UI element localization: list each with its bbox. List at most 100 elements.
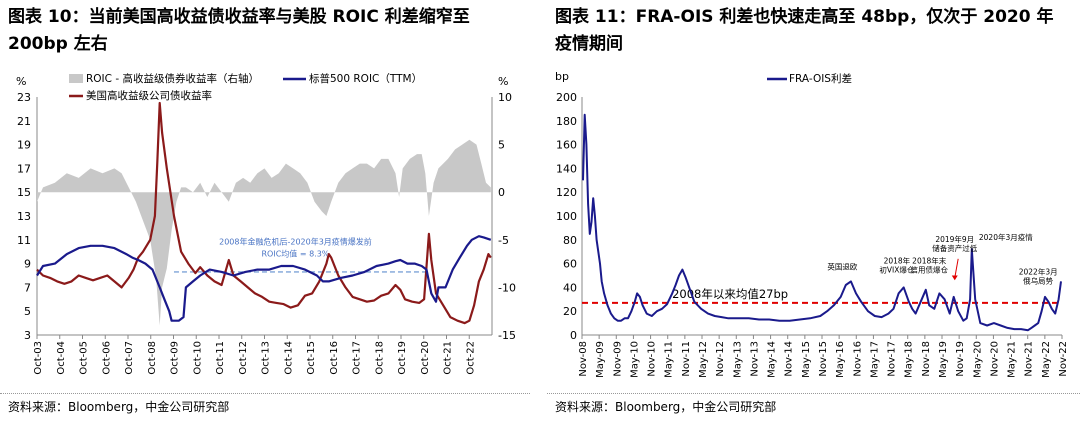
left-y-tick-label: 5 xyxy=(24,305,31,318)
right-y-tick-label: 10 xyxy=(498,91,512,104)
roic-mean-annotation-line1: 2008年金融危机后-2020年3月疫情爆发前 xyxy=(219,237,372,247)
annotation-brexit: 英国退欧 xyxy=(827,262,857,272)
x-tick-label: Oct-17 xyxy=(352,341,363,375)
x-tick-label: Nov-09 xyxy=(612,341,623,377)
x-tick-label: Oct-05 xyxy=(79,341,90,375)
x-tick-label: May-17 xyxy=(869,341,880,378)
left-y-tick-label: 17 xyxy=(17,162,31,175)
x-tick-label: Nov-15 xyxy=(818,341,829,377)
x-tick-label: May-20 xyxy=(972,341,983,378)
x-tick-label: Oct-22 xyxy=(465,341,476,375)
x-tick-label: Oct-16 xyxy=(329,341,340,375)
fra-ois-line xyxy=(582,113,1062,332)
right-y-tick-label: 5 xyxy=(498,139,505,152)
x-tick-label: Nov-13 xyxy=(749,341,760,377)
y-tick-label: 120 xyxy=(556,186,577,199)
right-y-tick-label: 0 xyxy=(498,186,505,199)
right-y-tick-label: -15 xyxy=(498,329,516,342)
x-tick-label: May-22 xyxy=(1041,341,1052,378)
x-tick-label: May-14 xyxy=(767,341,778,378)
y-tick-label: 140 xyxy=(556,162,577,175)
right-y-tick-label: -5 xyxy=(498,234,509,247)
x-tick-label: May-09 xyxy=(595,341,606,378)
x-tick-label: Oct-10 xyxy=(192,341,203,375)
left-source-divider xyxy=(0,393,530,394)
right-y-tick-label: -10 xyxy=(498,281,516,294)
annotation-reserves-arrow-line xyxy=(954,258,959,278)
x-tick-label: Oct-15 xyxy=(306,341,317,375)
annotation-credit-2018: 信用债爆仓 xyxy=(910,265,948,275)
left-chart: % % 3 5 7 9 11 13 15 17 19 21 23 -15 -10 -5 0 5 10 Oct-03 Oc… xyxy=(16,72,516,375)
annotation-credit-2018: 2018年末 xyxy=(912,256,947,266)
right-chart-panel: 图表 11：FRA-OIS 利差也快速走高至 48bp，仅次于 2020 年疫情… xyxy=(547,0,1080,422)
legend-label-fra-ois: FRA-OIS利差 xyxy=(789,72,852,85)
x-tick-label: Oct-04 xyxy=(56,341,67,375)
x-tick-label: Nov-14 xyxy=(784,341,795,377)
sp500-roic-line xyxy=(36,235,492,322)
y-tick-label: 40 xyxy=(563,281,577,294)
x-tick-label: Oct-09 xyxy=(170,341,181,375)
x-tick-label: Oct-14 xyxy=(283,341,294,375)
left-source-note: 资料来源：Bloomberg，中金公司研究部 xyxy=(8,400,230,414)
y-tick-label: 0 xyxy=(570,329,577,342)
legend-label-sp500-roic: 标普500 ROIC（TTM） xyxy=(309,72,422,85)
x-tick-label: Oct-21 xyxy=(443,341,454,375)
roic-mean-annotation-line2: ROIC均值 = 8.3% xyxy=(262,249,330,259)
x-tick-label: May-15 xyxy=(801,341,812,378)
left-y-tick-label: 19 xyxy=(17,139,31,152)
x-tick-label: May-12 xyxy=(698,341,709,378)
roic-spread-area xyxy=(37,139,491,326)
x-tick-label: May-10 xyxy=(629,341,640,378)
x-tick-label: Oct-06 xyxy=(101,341,112,375)
right-source-note: 资料来源：Bloomberg，中金公司研究部 xyxy=(555,400,777,414)
annotation-reserves-2019: 储备资产过低 xyxy=(932,243,977,253)
right-chart-title: 图表 11：FRA-OIS 利差也快速走高至 48bp，仅次于 2020 年疫情… xyxy=(555,7,1054,54)
annotation-vix-2018: 初VIX爆仓 xyxy=(879,265,914,275)
x-tick-label: Oct-13 xyxy=(261,341,272,375)
y-unit: bp xyxy=(555,70,569,83)
x-tick-label: Nov-08 xyxy=(578,341,589,377)
left-y-unit: % xyxy=(16,75,26,88)
left-chart-title: 图表 10：当前美国高收益债收益率与美股 ROIC 利差缩窄至 200bp 左右 xyxy=(8,7,470,54)
x-tick-label: Nov-21 xyxy=(1024,341,1035,377)
left-y-tick-label: 11 xyxy=(17,234,31,247)
y-tick-label: 100 xyxy=(556,210,577,223)
x-tick-label: May-16 xyxy=(835,341,846,378)
left-y-tick-label: 15 xyxy=(17,186,31,199)
hy-yield-line xyxy=(36,101,492,325)
right-chart: bp 0 20 40 60 80 100 120 140 160 180 200 Nov-08 May-0… xyxy=(555,70,1069,378)
left-y-tick-label: 7 xyxy=(24,281,31,294)
annotation-ukraine-2022: 2022年3月 xyxy=(1019,266,1058,276)
right-y-unit: % xyxy=(498,75,508,88)
y-tick-label: 160 xyxy=(556,139,577,152)
annotation-ukraine-2022: 俄乌局势 xyxy=(1023,275,1053,285)
x-tick-label: Nov-19 xyxy=(955,341,966,377)
x-tick-label: Oct-19 xyxy=(397,341,408,375)
x-tick-label: Nov-16 xyxy=(852,341,863,377)
x-tick-label: Nov-10 xyxy=(647,341,658,377)
annotation-vix-2018: 2018年 xyxy=(884,256,911,266)
x-tick-label: Oct-08 xyxy=(147,341,158,375)
x-tick-label: May-21 xyxy=(1007,341,1018,378)
right-source-divider xyxy=(547,393,1080,394)
left-y-tick-label: 13 xyxy=(17,210,31,223)
y-tick-label: 60 xyxy=(563,258,577,271)
x-tick-label: May-19 xyxy=(938,341,949,378)
left-chart-panel: 图表 10：当前美国高收益债收益率与美股 ROIC 利差缩窄至 200bp 左右… xyxy=(0,0,530,422)
x-tick-label: Oct-11 xyxy=(215,341,226,375)
left-y-tick-label: 9 xyxy=(24,258,31,271)
x-tick-label: Nov-11 xyxy=(681,341,692,377)
x-tick-label: Nov-22 xyxy=(1058,341,1069,377)
left-y-tick-label: 21 xyxy=(17,115,31,128)
legend-label-hy-yield: 美国高收益级公司债收益率 xyxy=(86,89,212,102)
annotation-reserves-arrow-head xyxy=(951,275,958,281)
annotation-covid-2020: 2020年3月疫情 xyxy=(979,232,1033,242)
x-tick-label: May-13 xyxy=(732,341,743,378)
annotation-reserves-2019: 2019年9月 xyxy=(935,234,974,244)
x-tick-label: Nov-20 xyxy=(989,341,1000,377)
x-tick-label: Oct-18 xyxy=(374,341,385,375)
legend-label-roic-spread: ROIC - 高收益级债券收益率（右轴） xyxy=(86,72,259,85)
x-tick-label: Oct-07 xyxy=(124,341,135,375)
y-tick-label: 180 xyxy=(556,115,577,128)
x-tick-label: Oct-20 xyxy=(420,341,431,375)
